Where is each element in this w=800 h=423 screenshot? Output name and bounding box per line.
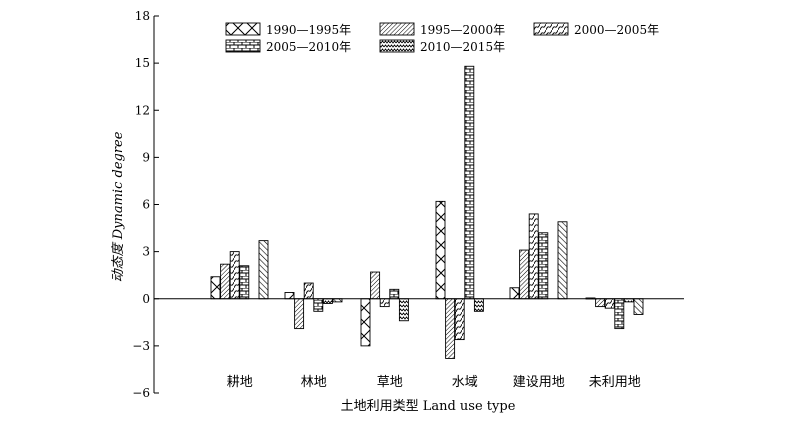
bar (294, 298, 305, 330)
y-tick-label: −6 (132, 386, 150, 400)
bar (528, 213, 539, 300)
legend-swatch (379, 39, 415, 53)
legend-label: 1990—1995年 (266, 23, 351, 37)
bar (258, 240, 269, 300)
legend-label: 2005—2010年 (266, 40, 351, 54)
x-tick-label: 耕地 (227, 374, 253, 390)
legend-swatch (225, 39, 261, 53)
bar (360, 298, 371, 347)
y-axis-title: 动态度 Dynamic degree (111, 131, 126, 282)
bar (389, 288, 400, 300)
bar (313, 298, 324, 312)
bar (379, 298, 390, 308)
y-tick-label: 0 (142, 292, 150, 306)
y-tick-label: −3 (132, 339, 150, 353)
legend: 1990—1995年 1995—2000年 2000—2005年 2005—2010年… (225, 22, 659, 54)
bar (633, 298, 644, 315)
y-tick-label: 15 (135, 56, 150, 70)
legend-label: 2000—2005年 (574, 23, 659, 37)
legend-swatch (225, 22, 261, 36)
legend-swatch (533, 22, 569, 36)
bar (303, 282, 314, 300)
x-tick-label: 建设用地 (513, 375, 565, 390)
bar (604, 298, 615, 309)
y-tick-label: 12 (135, 103, 150, 117)
x-tick-label: 水域 (452, 375, 478, 390)
bar (595, 298, 606, 308)
bar (445, 298, 456, 359)
x-axis-title: 土地利用类型 Land use type (341, 399, 516, 414)
bar (229, 251, 240, 300)
bar (519, 249, 530, 300)
bars (210, 65, 644, 359)
x-tick-label: 林地 (301, 375, 327, 390)
bar (435, 200, 446, 300)
y-tick-label: 3 (142, 245, 150, 259)
bar (557, 221, 568, 300)
bar (614, 298, 625, 330)
bar (220, 263, 231, 300)
legend-label: 2010—2015年 (420, 40, 505, 54)
y-axis: −6 −3 0 3 6 9 12 15 18 (132, 9, 159, 400)
bar (509, 287, 520, 300)
bar (538, 232, 549, 300)
bar (473, 298, 484, 312)
y-tick-label: 6 (142, 198, 150, 212)
bar (464, 65, 475, 300)
y-tick-label: 18 (135, 9, 150, 23)
x-tick-label: 未利用地 (589, 375, 641, 390)
bar (322, 298, 333, 304)
legend-swatch (379, 22, 415, 36)
bar (210, 276, 221, 300)
bar (398, 298, 409, 322)
bar (454, 298, 465, 341)
x-tick-label: 草地 (377, 375, 403, 390)
y-tick-label: 9 (142, 150, 150, 164)
bar (284, 292, 295, 300)
x-tick-labels: 耕地 林地 草地 水域 建设用地 未利用地 (227, 374, 641, 390)
bar (370, 271, 381, 300)
bar (239, 265, 250, 300)
legend-label: 1995—2000年 (420, 23, 505, 37)
